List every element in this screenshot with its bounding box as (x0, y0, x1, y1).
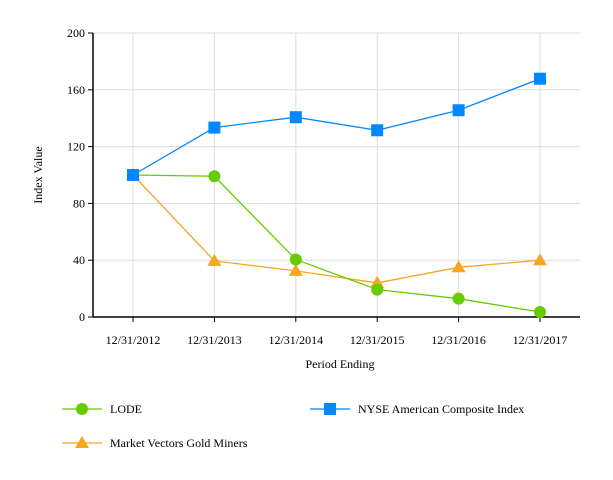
y-axis-label: Index Value (31, 146, 45, 203)
legend-label: NYSE American Composite Index (358, 402, 524, 416)
x-tick-label: 12/31/2014 (268, 333, 323, 347)
data-point-1 (289, 111, 302, 124)
data-point-1 (127, 169, 139, 181)
data-point-0 (534, 306, 546, 319)
data-point-2 (207, 253, 222, 266)
y-tick-label: 40 (73, 253, 85, 267)
y-tick-label: 80 (73, 196, 85, 210)
data-point-1 (371, 124, 384, 137)
legend-marker (76, 403, 88, 415)
legend-marker (75, 436, 89, 448)
series-line-2 (132, 174, 541, 284)
x-tick-label: 12/31/2012 (106, 333, 161, 347)
legend-label: LODE (110, 402, 142, 416)
data-point-2 (451, 260, 466, 273)
y-tick-label: 160 (67, 83, 85, 97)
data-point-1 (452, 104, 465, 117)
data-point-0 (452, 292, 465, 305)
data-point-0 (289, 253, 302, 266)
x-tick-label: 12/31/2016 (431, 333, 486, 347)
x-tick-label: 12/31/2017 (513, 333, 568, 347)
data-point-0 (371, 283, 384, 296)
data-point-2 (533, 253, 547, 266)
data-point-2 (288, 263, 303, 276)
y-tick-label: 0 (79, 310, 85, 324)
legend-label: Market Vectors Gold Miners (110, 436, 248, 450)
x-tick-label: 12/31/2013 (187, 333, 242, 347)
x-tick-label: 12/31/2015 (350, 333, 405, 347)
x-axis-label: Period Ending (306, 357, 375, 371)
series-line-1 (132, 78, 541, 176)
data-point-1 (208, 121, 221, 134)
legend-marker (324, 403, 336, 415)
y-tick-label: 120 (67, 140, 85, 154)
y-tick-label: 200 (67, 26, 85, 40)
series-line-0 (132, 174, 541, 313)
data-point-1 (534, 72, 546, 85)
data-point-0 (208, 170, 221, 183)
